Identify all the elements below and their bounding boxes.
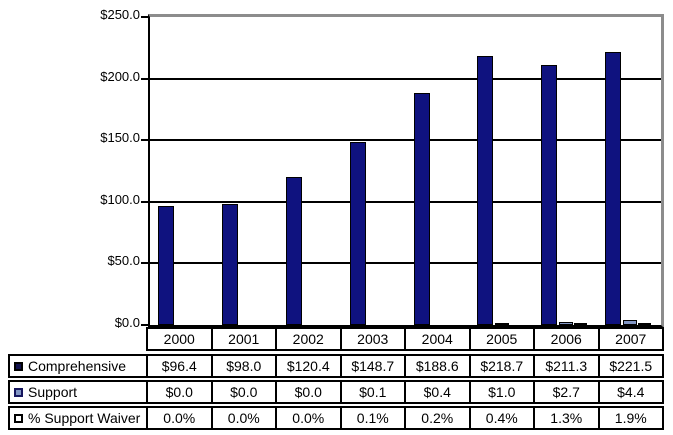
gridline xyxy=(150,262,661,265)
category-column xyxy=(342,17,406,325)
bar-comprehensive-2000 xyxy=(158,206,174,325)
bar-support-2005 xyxy=(495,323,510,325)
bar-comprehensive-2005 xyxy=(477,56,494,325)
table-cell: 0.2% xyxy=(406,408,471,428)
legend-marker-icon xyxy=(14,413,23,423)
y-axis-tick-label: $0.0 xyxy=(114,315,140,330)
y-axis-tick xyxy=(141,16,148,18)
table-cell: 1.9% xyxy=(614,410,647,426)
bar-comprehensive-2002 xyxy=(285,177,302,325)
table-cell: 0.0% xyxy=(213,408,277,428)
category-column xyxy=(406,17,470,325)
y-axis-tick-label: $100.0 xyxy=(100,191,140,207)
category-column xyxy=(469,17,533,325)
table-cell: 0.4% xyxy=(471,408,535,428)
data-table: 2000 2001 2002 2003 2004 2005 2006 2007 Compreh… xyxy=(8,327,664,432)
x-axis-label: 2004 xyxy=(406,329,471,349)
table-row-header: Comprehensive xyxy=(10,356,148,376)
table-row: Comprehensive $96.4 $98.0 $120.4 $148.7 $188.… xyxy=(8,354,664,378)
x-axis-label: 2001 xyxy=(213,329,277,349)
table-cell: $98.0 xyxy=(213,356,277,376)
y-axis-tick xyxy=(141,200,148,203)
category-column xyxy=(533,17,597,325)
y-axis-tick-label: $150.0 xyxy=(100,130,140,146)
gridline xyxy=(150,77,661,80)
table-cell: $0.4 xyxy=(406,382,471,402)
category-column xyxy=(597,17,661,325)
table-cell: $1.0 xyxy=(471,382,535,402)
x-axis-label: 2000 xyxy=(148,329,213,349)
series-label: % Support Waiver xyxy=(28,410,141,426)
bar-support-2007 xyxy=(623,320,638,325)
x-axis-label: 2005 xyxy=(471,329,535,349)
table-cell: $218.7 xyxy=(471,356,535,376)
bar-comprehensive-2003 xyxy=(349,142,366,325)
table-cell: $96.4 xyxy=(148,356,213,376)
x-axis-label-row: 2000 2001 2002 2003 2004 2005 2006 2007 xyxy=(146,327,664,351)
table-row: % Support Waiver 0.0% 0.0% 0.0% 0.1% 0.2% 0.4%… xyxy=(8,406,664,430)
table-row: Support $0.0 $0.0 $0.0 $0.1 $0.4 $1.0 $2.7 $4.4 xyxy=(8,380,664,404)
bar-comprehensive-2006 xyxy=(541,65,558,325)
table-cell: $0.0 xyxy=(277,382,342,402)
legend-marker-icon xyxy=(14,387,23,397)
y-axis-tick xyxy=(141,324,148,326)
table-cell: $2.7 xyxy=(535,382,600,402)
table-cell: 0.1% xyxy=(342,408,406,428)
table-cell: 1.3% xyxy=(535,408,600,428)
series-label: Comprehensive xyxy=(28,358,127,374)
table-cell: $4.4 xyxy=(617,384,645,400)
y-axis-tick-label: $250.0 xyxy=(100,7,140,22)
y-axis-tick-label: $50.0 xyxy=(107,253,140,269)
table-cell: $221.5 xyxy=(609,358,653,374)
table-cell: $148.7 xyxy=(342,356,406,376)
table-row-header: Support xyxy=(10,382,148,402)
bar-comprehensive-2007 xyxy=(605,52,622,325)
table-cell: $0.1 xyxy=(342,382,406,402)
x-axis-label: 2007 xyxy=(615,331,647,347)
legend-marker-icon xyxy=(14,361,23,371)
table-cell: $120.4 xyxy=(277,356,342,376)
bar-support-waiver-2007 xyxy=(638,323,652,325)
y-axis-tick xyxy=(141,262,148,265)
y-axis-tick xyxy=(141,139,148,142)
gridline xyxy=(150,200,661,203)
category-column xyxy=(150,17,214,325)
category-column xyxy=(214,17,278,325)
x-axis-label: 2006 xyxy=(535,329,600,349)
y-axis-tick-label: $200.0 xyxy=(100,68,140,84)
bar-support-2006 xyxy=(559,322,574,325)
category-column xyxy=(278,17,342,325)
y-axis-tick xyxy=(141,77,148,80)
table-cell: 0.0% xyxy=(148,408,213,428)
table-cell: 0.0% xyxy=(277,408,342,428)
bar-support-waiver-2006 xyxy=(574,323,588,325)
table-cell: $0.0 xyxy=(213,382,277,402)
table-cell: $188.6 xyxy=(406,356,471,376)
gridline xyxy=(150,139,661,142)
bar-comprehensive-2001 xyxy=(221,204,238,325)
table-row-header: % Support Waiver xyxy=(10,408,148,428)
table-cell: $0.0 xyxy=(148,382,213,402)
series-label: Support xyxy=(28,384,78,400)
table-cell: $211.3 xyxy=(535,356,600,376)
x-axis-label: 2003 xyxy=(342,329,406,349)
plot-area xyxy=(148,14,664,328)
x-axis-label: 2002 xyxy=(277,329,342,349)
bar-comprehensive-2004 xyxy=(413,93,430,325)
